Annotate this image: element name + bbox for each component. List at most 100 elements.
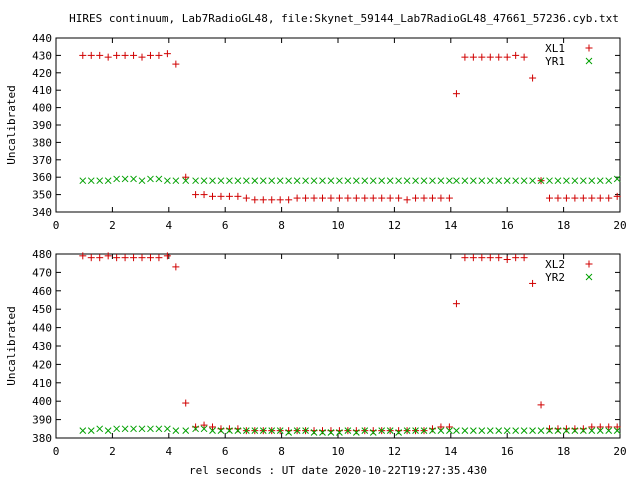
data-point [242, 427, 250, 434]
data-point [96, 177, 104, 185]
data-point [79, 427, 87, 434]
y-tick-label: 380 [32, 432, 52, 445]
data-point [529, 74, 537, 82]
x-tick-label: 4 [165, 219, 172, 232]
data-point [386, 194, 394, 202]
data-point [319, 429, 326, 436]
data-point [613, 175, 621, 183]
x-tick-label: 20 [613, 219, 626, 232]
data-point [478, 427, 486, 434]
data-point [209, 423, 217, 431]
chart-title: HIRES continuum, Lab7RadioGL48, file:Sky… [69, 12, 619, 25]
data-point [138, 177, 146, 185]
series-YR1 [79, 175, 621, 185]
data-point [172, 263, 180, 271]
data-point [87, 177, 95, 185]
data-point [369, 177, 377, 185]
x-axis-label: rel seconds : UT date 2020-10-22T19:27:3… [189, 464, 487, 477]
data-point [579, 427, 587, 434]
data-point [79, 51, 87, 59]
data-point [378, 177, 386, 185]
bottom-panel: 0 2 4 6 8 10 12 14 16 18 20 380 390 400 410 420 430 440 45… [5, 248, 627, 458]
data-point [403, 427, 411, 434]
data-point [327, 429, 335, 436]
data-point [276, 427, 284, 434]
x-tick-label: 2 [109, 219, 116, 232]
data-point [613, 427, 621, 434]
data-point [546, 427, 553, 434]
legend-marker [585, 44, 593, 52]
data-point [242, 194, 250, 202]
data-point [285, 429, 293, 436]
data-point [242, 177, 250, 185]
data-point [453, 427, 460, 434]
data-point [369, 194, 377, 202]
y-tick-label: 450 [32, 303, 52, 316]
data-point [378, 194, 386, 202]
data-point [605, 194, 613, 202]
y-tick-label: 370 [32, 154, 52, 167]
data-point [146, 254, 154, 262]
data-point [113, 175, 120, 183]
legend-label: YR2 [545, 271, 565, 284]
data-point [546, 194, 553, 202]
data-point [155, 51, 163, 59]
data-point [217, 177, 225, 185]
data-point [529, 427, 536, 434]
data-point [87, 254, 95, 262]
data-point [420, 177, 428, 185]
x-tick-label: 18 [557, 445, 570, 458]
data-point [588, 427, 596, 434]
y-tick-label: 420 [32, 358, 52, 371]
data-point [520, 427, 528, 434]
data-point [87, 427, 95, 434]
data-point [571, 194, 579, 202]
data-point [234, 192, 242, 200]
plot-frame [55, 253, 621, 439]
data-point [192, 177, 199, 185]
data-point [276, 177, 284, 185]
data-point [336, 177, 343, 185]
x-tick-label: 0 [53, 445, 60, 458]
data-point [319, 177, 326, 185]
x-tick-label: 2 [109, 445, 116, 458]
legend-marker [585, 260, 593, 268]
data-point [469, 254, 477, 262]
data-point [446, 427, 453, 434]
data-point [268, 177, 276, 185]
x-tick-label: 16 [501, 219, 514, 232]
data-point [121, 425, 129, 433]
data-point [503, 53, 511, 61]
y-tick-label: 430 [32, 340, 52, 353]
y-tick-label: 390 [32, 119, 52, 132]
data-point [512, 427, 520, 434]
data-point [192, 191, 200, 199]
data-point [486, 53, 494, 61]
data-point [164, 177, 171, 185]
data-point [130, 254, 138, 262]
data-point [318, 194, 326, 202]
data-point [386, 177, 394, 185]
data-point [155, 175, 163, 183]
data-point [327, 177, 335, 185]
y-tick-label: 400 [32, 102, 52, 115]
y-tick-label: 440 [32, 32, 52, 45]
x-tick-label: 14 [444, 219, 458, 232]
data-point [470, 427, 477, 434]
data-point [293, 427, 301, 434]
data-point [452, 300, 460, 308]
y-tick-label: 470 [32, 266, 52, 279]
data-point [452, 90, 460, 98]
data-point [336, 429, 343, 436]
data-point [571, 177, 579, 185]
data-point [428, 194, 436, 202]
data-point [172, 177, 180, 185]
data-point [121, 254, 129, 262]
data-point [293, 194, 301, 202]
y-tick-label: 350 [32, 189, 52, 202]
data-point [529, 177, 536, 185]
data-point [554, 194, 562, 202]
data-point [352, 177, 360, 185]
data-point [234, 177, 242, 185]
data-point [234, 427, 242, 434]
